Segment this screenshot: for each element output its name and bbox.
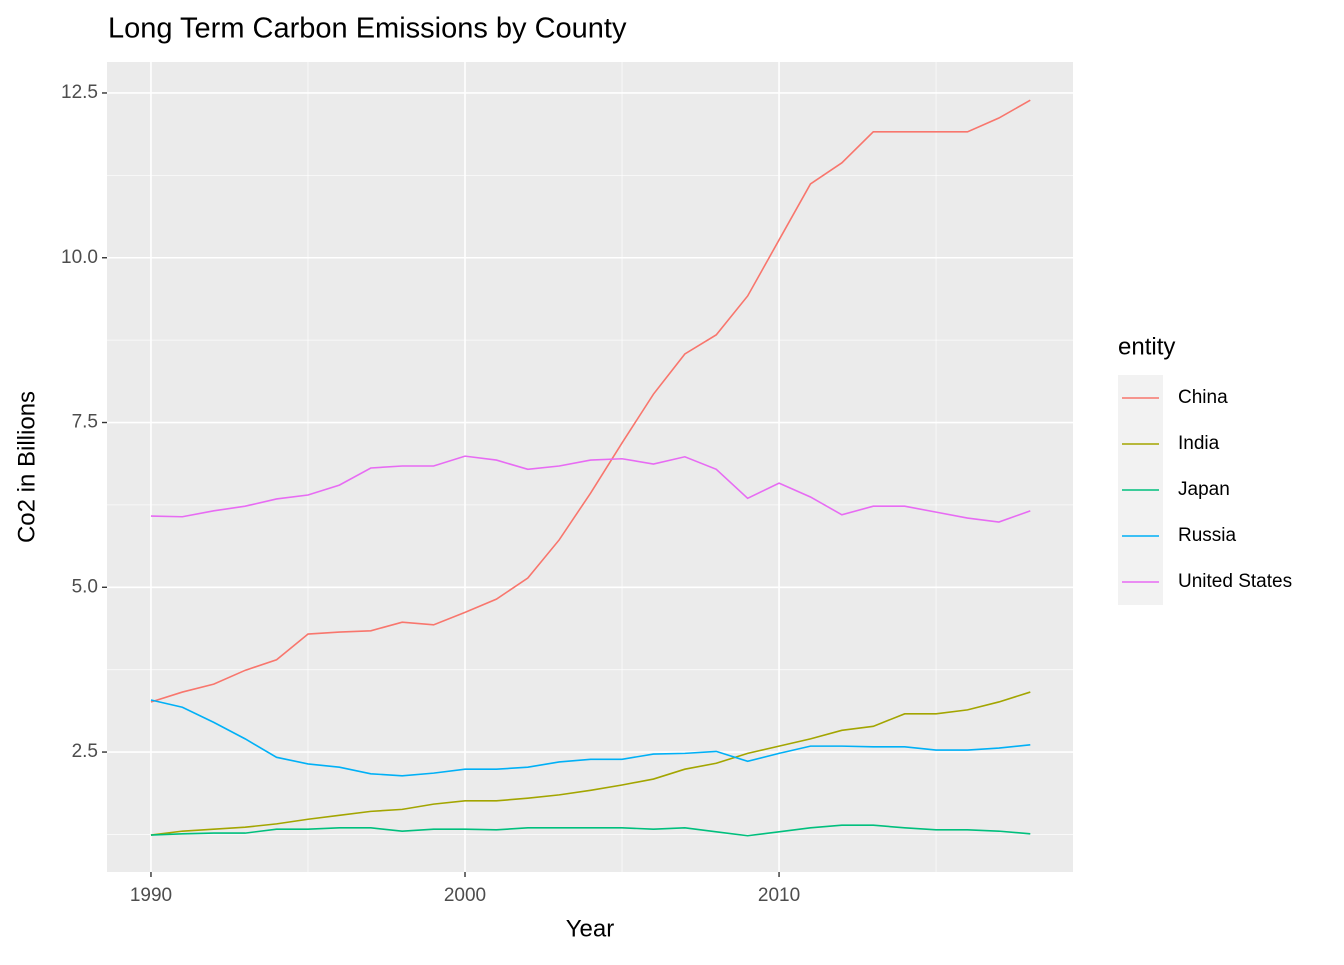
y-tick-label: 7.5 — [72, 412, 98, 433]
line — [150, 691, 1031, 836]
y-tick-label: 10.0 — [61, 247, 98, 268]
x-tick-label: 1990 — [130, 885, 172, 906]
panel — [107, 62, 1073, 872]
line — [150, 455, 1031, 523]
y-axis-label: Co2 in Billions — [13, 391, 40, 543]
chart-title: Long Term Carbon Emissions by County — [108, 13, 627, 45]
line — [150, 824, 1031, 837]
line — [150, 99, 1031, 703]
legend-label: China — [1178, 387, 1228, 408]
legend-title: entity — [1118, 333, 1175, 360]
line — [150, 699, 1031, 777]
y-tick-label: 12.5 — [61, 82, 98, 103]
x-tick-label: 2010 — [758, 885, 800, 906]
y-tick-label: 2.5 — [72, 741, 98, 762]
x-axis-label: Year — [566, 915, 615, 942]
x-tick-label: 2000 — [444, 885, 486, 906]
legend-label: Japan — [1178, 479, 1230, 500]
legend-label: Russia — [1178, 525, 1237, 546]
legend-label: India — [1178, 433, 1220, 454]
y-tick-label: 5.0 — [72, 576, 98, 597]
legend-label: United States — [1178, 571, 1292, 592]
